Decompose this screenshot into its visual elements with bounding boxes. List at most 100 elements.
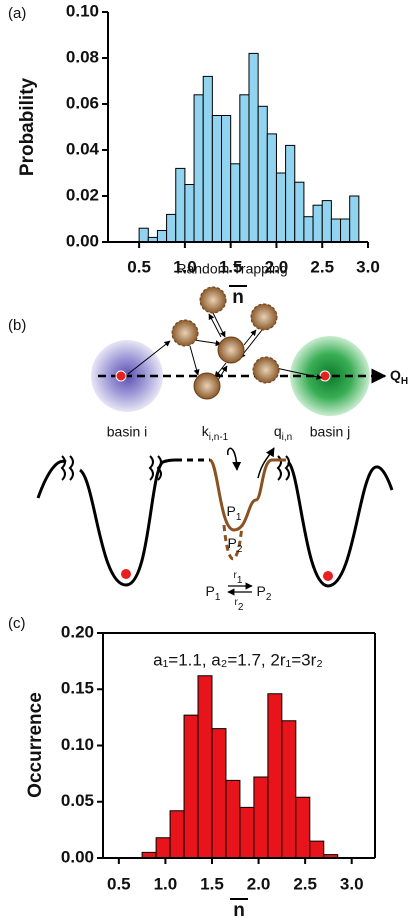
x-tick-label: 0.5 bbox=[107, 874, 131, 893]
label-sub: H bbox=[401, 376, 408, 387]
label: ki,n-1 bbox=[202, 423, 229, 443]
bar bbox=[202, 75, 213, 243]
label-main: q bbox=[274, 423, 282, 439]
label-sub: i,n bbox=[282, 432, 293, 443]
bar bbox=[330, 218, 342, 243]
trap-arrows bbox=[127, 312, 323, 381]
bar bbox=[166, 213, 177, 243]
label: basin i bbox=[107, 424, 147, 440]
x-tick-label: 1.0 bbox=[173, 257, 197, 276]
y-tick-label: 0.02 bbox=[66, 185, 99, 204]
label-main: Q bbox=[390, 367, 401, 383]
label-sub: i,n-1 bbox=[209, 432, 229, 443]
label-sub: 1 bbox=[236, 512, 242, 523]
y-tick-label: 0.10 bbox=[66, 1, 99, 20]
bar bbox=[309, 840, 325, 859]
y-tick-label: 0.04 bbox=[66, 139, 100, 158]
bar bbox=[281, 720, 297, 859]
y-axis-label: Probability bbox=[17, 77, 38, 176]
label-sub: 1 bbox=[215, 592, 221, 603]
bar bbox=[312, 204, 323, 243]
bar bbox=[257, 105, 268, 243]
panel-label: (c) bbox=[8, 615, 26, 632]
y-axis-label: Occurrence bbox=[25, 692, 46, 798]
x-tick-label: 2.5 bbox=[310, 257, 334, 276]
break bbox=[60, 455, 74, 481]
state-dot bbox=[115, 370, 127, 382]
bar bbox=[211, 115, 223, 243]
bar bbox=[155, 837, 171, 859]
x-tick-label: 3.0 bbox=[356, 257, 380, 276]
y-tick-label: 0.06 bbox=[66, 93, 99, 112]
bar bbox=[303, 216, 314, 243]
bar bbox=[267, 693, 283, 859]
label-main: k bbox=[202, 423, 210, 439]
y-tick-label: 0.05 bbox=[61, 791, 94, 810]
state-dot bbox=[319, 370, 331, 382]
label: QH bbox=[390, 367, 408, 387]
label: Random Trapping bbox=[176, 261, 287, 277]
label: P2 bbox=[257, 583, 272, 603]
x-axis-label: n bbox=[232, 287, 244, 308]
bar bbox=[275, 172, 287, 243]
bar bbox=[221, 115, 232, 243]
bar bbox=[294, 181, 305, 243]
bar bbox=[197, 675, 213, 859]
bar bbox=[266, 133, 277, 243]
y-tick-label: 0.10 bbox=[61, 735, 94, 754]
bar bbox=[225, 779, 241, 859]
x-tick-label: 1.5 bbox=[219, 257, 243, 276]
diagram bbox=[36, 286, 394, 596]
x-tick-label: 1.5 bbox=[200, 874, 224, 893]
label: P1 bbox=[206, 583, 221, 603]
state-dot bbox=[121, 569, 131, 579]
label: basin j bbox=[310, 424, 350, 440]
x-tick-label: 1.0 bbox=[154, 874, 178, 893]
y-tick-label: 0.15 bbox=[61, 679, 94, 698]
trap-well bbox=[208, 458, 286, 532]
bar bbox=[193, 94, 204, 243]
y-tick-label: 0.00 bbox=[61, 847, 94, 866]
label: qi,n bbox=[274, 423, 292, 443]
bar bbox=[175, 167, 186, 243]
bar bbox=[184, 184, 195, 243]
bar bbox=[321, 200, 332, 243]
label-main: P bbox=[257, 583, 266, 599]
label-main: r bbox=[235, 597, 239, 608]
label-main: P bbox=[227, 503, 236, 519]
label-main: P bbox=[228, 535, 237, 551]
label-sub: 2 bbox=[266, 592, 272, 603]
x-tick-label: 2.0 bbox=[247, 874, 271, 893]
label-sub: 1 bbox=[237, 575, 243, 586]
label: r2 bbox=[235, 597, 244, 613]
panel-label: (a) bbox=[8, 5, 26, 22]
bar bbox=[349, 195, 360, 243]
traps bbox=[171, 286, 280, 400]
bar bbox=[253, 776, 269, 859]
bar bbox=[248, 52, 259, 243]
bar bbox=[211, 728, 227, 859]
annotation: a₁=1.1, a₂=1.7, 2r₁=3r₂ bbox=[153, 650, 323, 669]
bar bbox=[239, 806, 255, 859]
label: r1 bbox=[234, 570, 243, 586]
state-dot bbox=[323, 571, 333, 581]
bar bbox=[230, 163, 241, 243]
label: P2 bbox=[228, 535, 243, 555]
trap-well-2 bbox=[222, 524, 244, 560]
label: (b) bbox=[8, 317, 26, 334]
label-sub: 2 bbox=[237, 544, 243, 555]
y-tick-label: 0.08 bbox=[66, 47, 99, 66]
label-main: P bbox=[206, 583, 215, 599]
x-tick-label: 0.5 bbox=[127, 257, 151, 276]
label: P1 bbox=[227, 503, 242, 523]
landscape bbox=[36, 458, 394, 588]
bar bbox=[340, 218, 351, 243]
y-tick-label: 0.20 bbox=[61, 622, 94, 641]
break bbox=[148, 455, 162, 481]
x-tick-label: 2.0 bbox=[265, 257, 289, 276]
x-axis-label: n bbox=[233, 900, 245, 921]
bar bbox=[169, 810, 185, 859]
y-tick-label: 0.00 bbox=[66, 231, 99, 250]
